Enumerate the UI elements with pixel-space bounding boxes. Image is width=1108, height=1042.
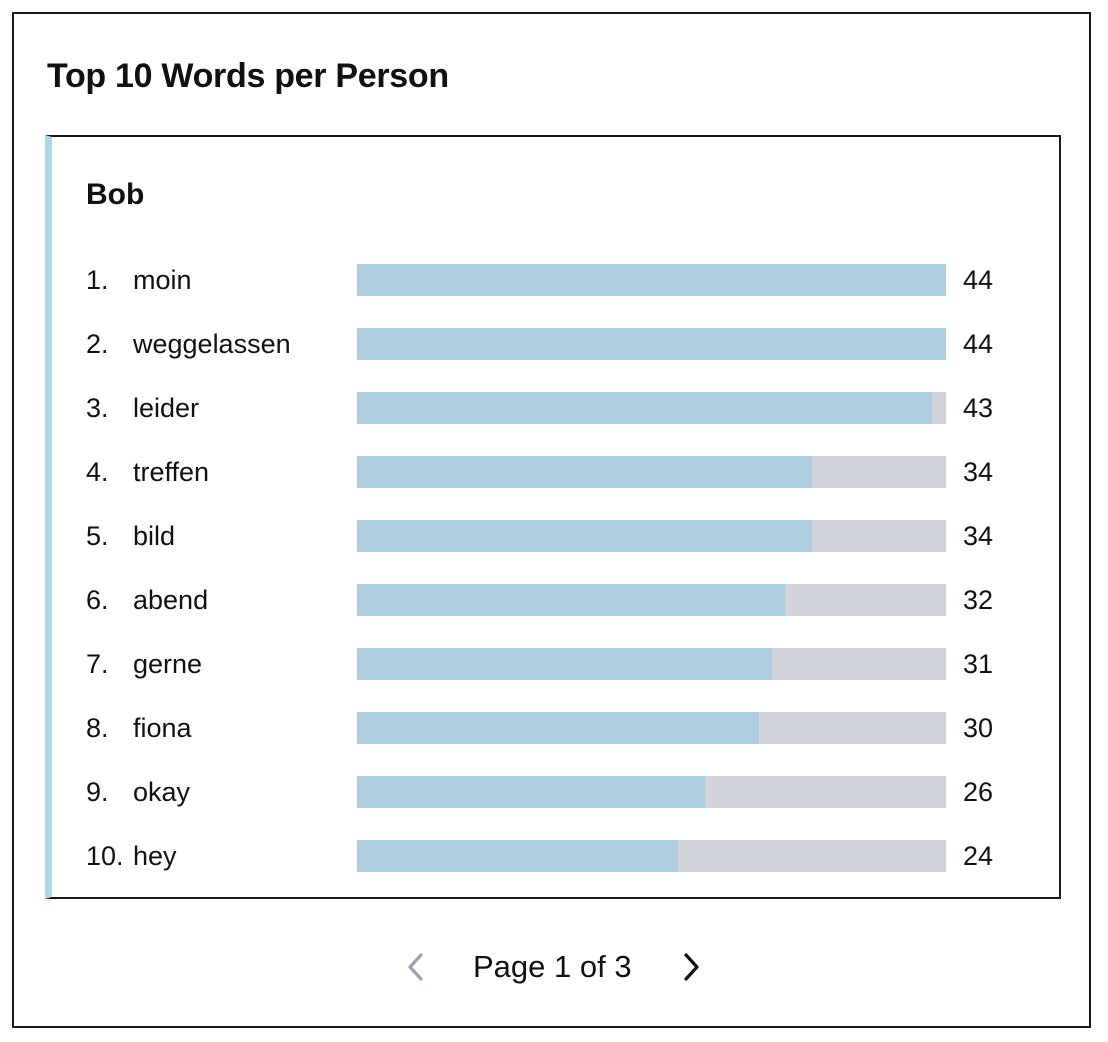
chevron-left-icon bbox=[408, 953, 423, 981]
word-count: 44 bbox=[963, 265, 994, 295]
frequency-bar-fill bbox=[357, 584, 786, 616]
word-row: 1. moin 44 bbox=[86, 263, 1026, 297]
frequency-bar-fill bbox=[357, 648, 773, 680]
person-name: Bob bbox=[86, 178, 145, 211]
frequency-bar-track bbox=[357, 392, 946, 424]
frequency-bar-track bbox=[357, 520, 946, 552]
word-count: 44 bbox=[963, 329, 994, 359]
top-words-card: Top 10 Words per Person Bob 1. moin 44 2. we… bbox=[12, 12, 1091, 1028]
word-label: fiona bbox=[133, 713, 192, 743]
word-row: 5. bild 34 bbox=[86, 519, 1026, 553]
frequency-bar-track bbox=[357, 584, 946, 616]
word-rank: 7. bbox=[86, 649, 109, 679]
word-rank: 2. bbox=[86, 329, 109, 359]
word-count: 43 bbox=[963, 393, 994, 423]
word-count: 26 bbox=[963, 777, 994, 807]
word-row: 4. treffen 34 bbox=[86, 455, 1026, 489]
word-count: 30 bbox=[963, 713, 994, 743]
word-label: abend bbox=[133, 585, 209, 615]
word-label: hey bbox=[133, 841, 177, 871]
frequency-bar-fill bbox=[357, 840, 678, 872]
word-row: 3. leider 43 bbox=[86, 391, 1026, 425]
word-label: gerne bbox=[133, 649, 203, 679]
frequency-bar-track bbox=[357, 456, 946, 488]
word-row: 8. fiona 30 bbox=[86, 711, 1026, 745]
frequency-bar-track bbox=[357, 840, 946, 872]
card-title: Top 10 Words per Person bbox=[47, 57, 449, 95]
word-count: 31 bbox=[963, 649, 994, 679]
word-label: leider bbox=[133, 393, 200, 423]
word-rank: 4. bbox=[86, 457, 109, 487]
word-rank: 6. bbox=[86, 585, 109, 615]
word-label: okay bbox=[133, 777, 191, 807]
next-page-button[interactable] bbox=[674, 948, 708, 986]
word-row: 9. okay 26 bbox=[86, 775, 1026, 809]
frequency-bar-track bbox=[357, 328, 946, 360]
word-label: weggelassen bbox=[133, 329, 291, 359]
frequency-bar-track bbox=[357, 776, 946, 808]
frequency-bar-track bbox=[357, 648, 946, 680]
frequency-bar-fill bbox=[357, 392, 933, 424]
frequency-bar-fill bbox=[357, 776, 706, 808]
word-label: moin bbox=[133, 265, 192, 295]
word-count: 32 bbox=[963, 585, 994, 615]
word-label: bild bbox=[133, 521, 176, 551]
word-rank: 10. bbox=[86, 841, 124, 871]
word-label: treffen bbox=[133, 457, 210, 487]
word-row: 7. gerne 31 bbox=[86, 647, 1026, 681]
word-rank: 5. bbox=[86, 521, 109, 551]
frequency-bar-fill bbox=[357, 456, 813, 488]
frequency-bar-fill bbox=[357, 328, 946, 360]
prev-page-button[interactable] bbox=[399, 948, 433, 986]
frequency-bar-fill bbox=[357, 264, 946, 296]
page-indicator: Page 1 of 3 bbox=[473, 949, 632, 984]
word-rank: 9. bbox=[86, 777, 109, 807]
frequency-bar-track bbox=[357, 712, 946, 744]
word-row: 6. abend 32 bbox=[86, 583, 1026, 617]
person-panel: Bob 1. moin 44 2. weggelassen 44 3. leider 43 4. t… bbox=[45, 135, 1061, 899]
frequency-bar-track bbox=[357, 264, 946, 296]
word-rank: 3. bbox=[86, 393, 109, 423]
word-count: 34 bbox=[963, 457, 994, 487]
word-row: 2. weggelassen 44 bbox=[86, 327, 1026, 361]
pagination: Page 1 of 3 bbox=[14, 944, 1089, 990]
word-rank: 8. bbox=[86, 713, 109, 743]
word-rank: 1. bbox=[86, 265, 109, 295]
word-row: 10. hey 24 bbox=[86, 839, 1026, 873]
word-count: 34 bbox=[963, 521, 994, 551]
frequency-bar-fill bbox=[357, 712, 759, 744]
chevron-right-icon bbox=[684, 953, 699, 981]
frequency-bar-fill bbox=[357, 520, 813, 552]
word-count: 24 bbox=[963, 841, 994, 871]
